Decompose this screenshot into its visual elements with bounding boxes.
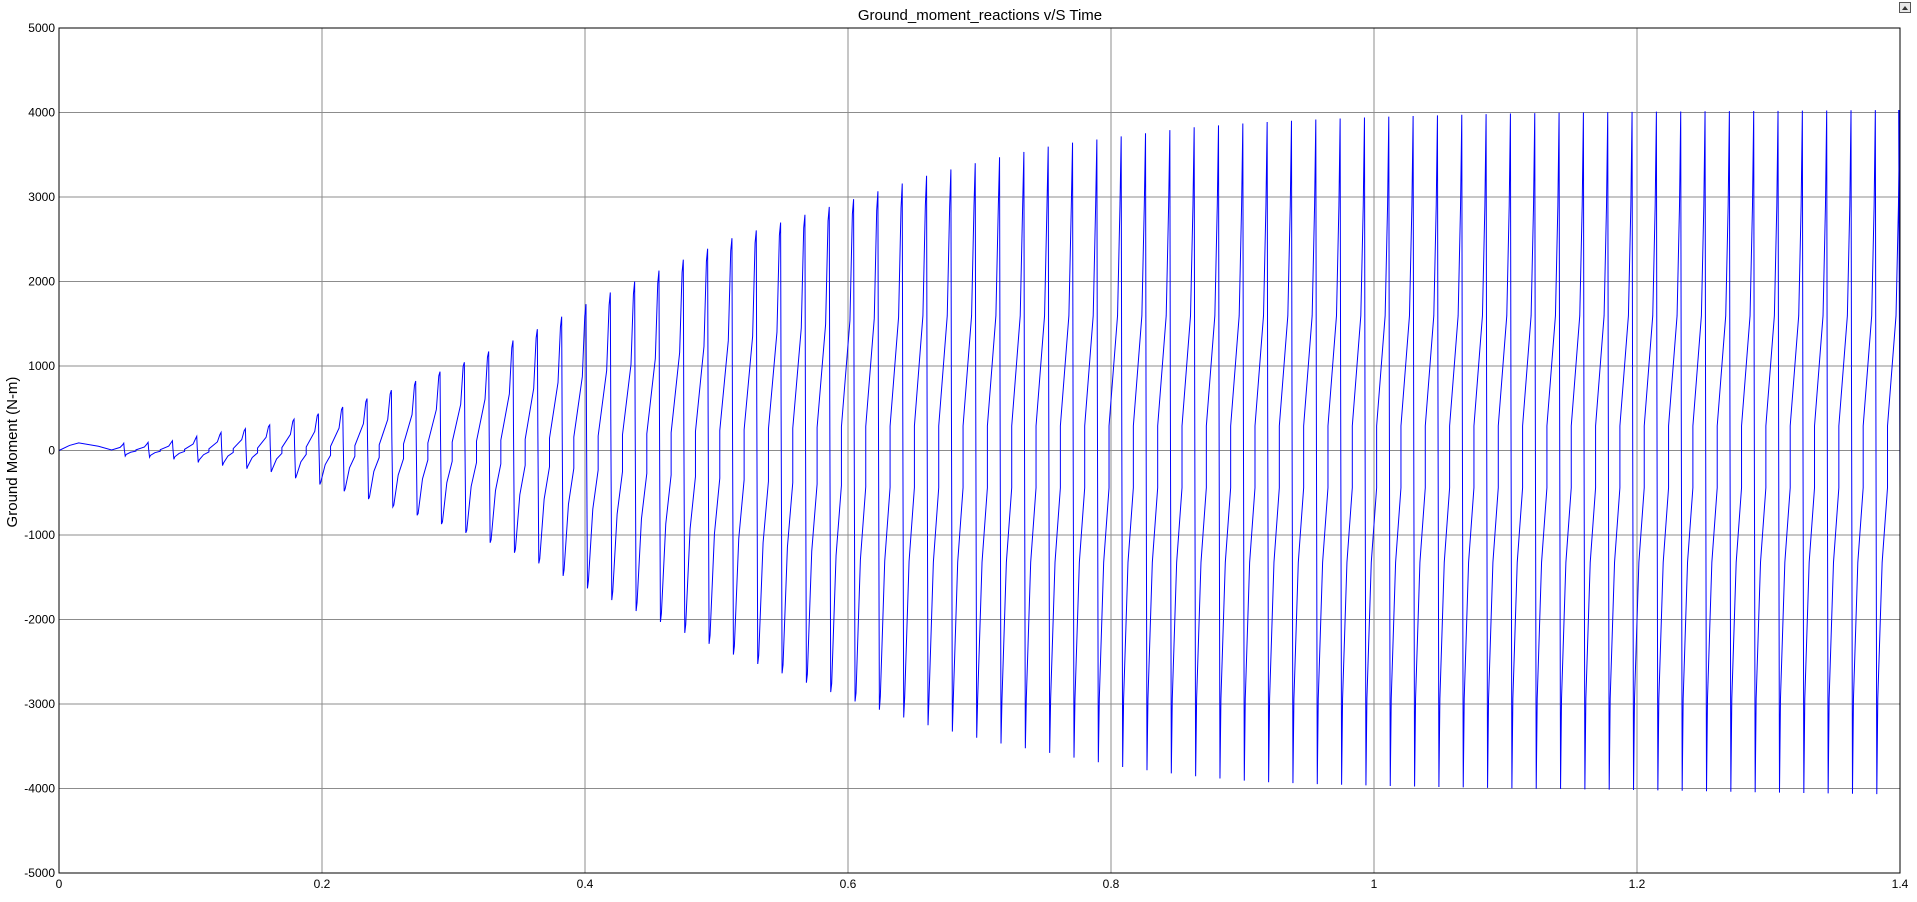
y-axis-ticks: 5000 4000 3000 2000 1000 0 -1000 -2000 -3000 -400… xyxy=(24,21,55,880)
y-tick-label: -3000 xyxy=(24,697,55,711)
y-tick-label: 3000 xyxy=(28,190,55,204)
series-line xyxy=(58,109,1901,795)
x-tick-label: 0.2 xyxy=(314,877,331,891)
grid-lines xyxy=(58,27,1901,874)
x-tick-label: 0.8 xyxy=(1103,877,1120,891)
y-tick-label: -2000 xyxy=(24,613,55,627)
x-tick-label: 0.6 xyxy=(840,877,857,891)
y-tick-label: 1000 xyxy=(28,359,55,373)
y-tick-label: -5000 xyxy=(24,866,55,880)
y-tick-label: 5000 xyxy=(28,21,55,35)
y-axis-label: Ground Moment (N-m) xyxy=(4,377,21,528)
x-tick-label: 1.2 xyxy=(1629,877,1646,891)
x-axis-ticks: 0 0.2 0.4 0.6 0.8 1 1.2 1.4 xyxy=(56,877,1909,891)
chart-title: Ground_moment_reactions v/S Time xyxy=(858,7,1102,24)
y-tick-label: 2000 xyxy=(28,275,55,289)
x-tick-label: 1 xyxy=(1371,877,1378,891)
y-tick-label: -4000 xyxy=(24,782,55,796)
plot-frame xyxy=(58,27,1901,874)
x-tick-label: 0.4 xyxy=(577,877,594,891)
x-tick-label: 0 xyxy=(56,877,63,891)
restore-axes-icon[interactable] xyxy=(1899,2,1911,13)
y-tick-label: 0 xyxy=(48,444,55,458)
y-tick-label: 4000 xyxy=(28,106,55,120)
x-tick-label: 1.4 xyxy=(1892,877,1909,891)
y-tick-label: -1000 xyxy=(24,528,55,542)
